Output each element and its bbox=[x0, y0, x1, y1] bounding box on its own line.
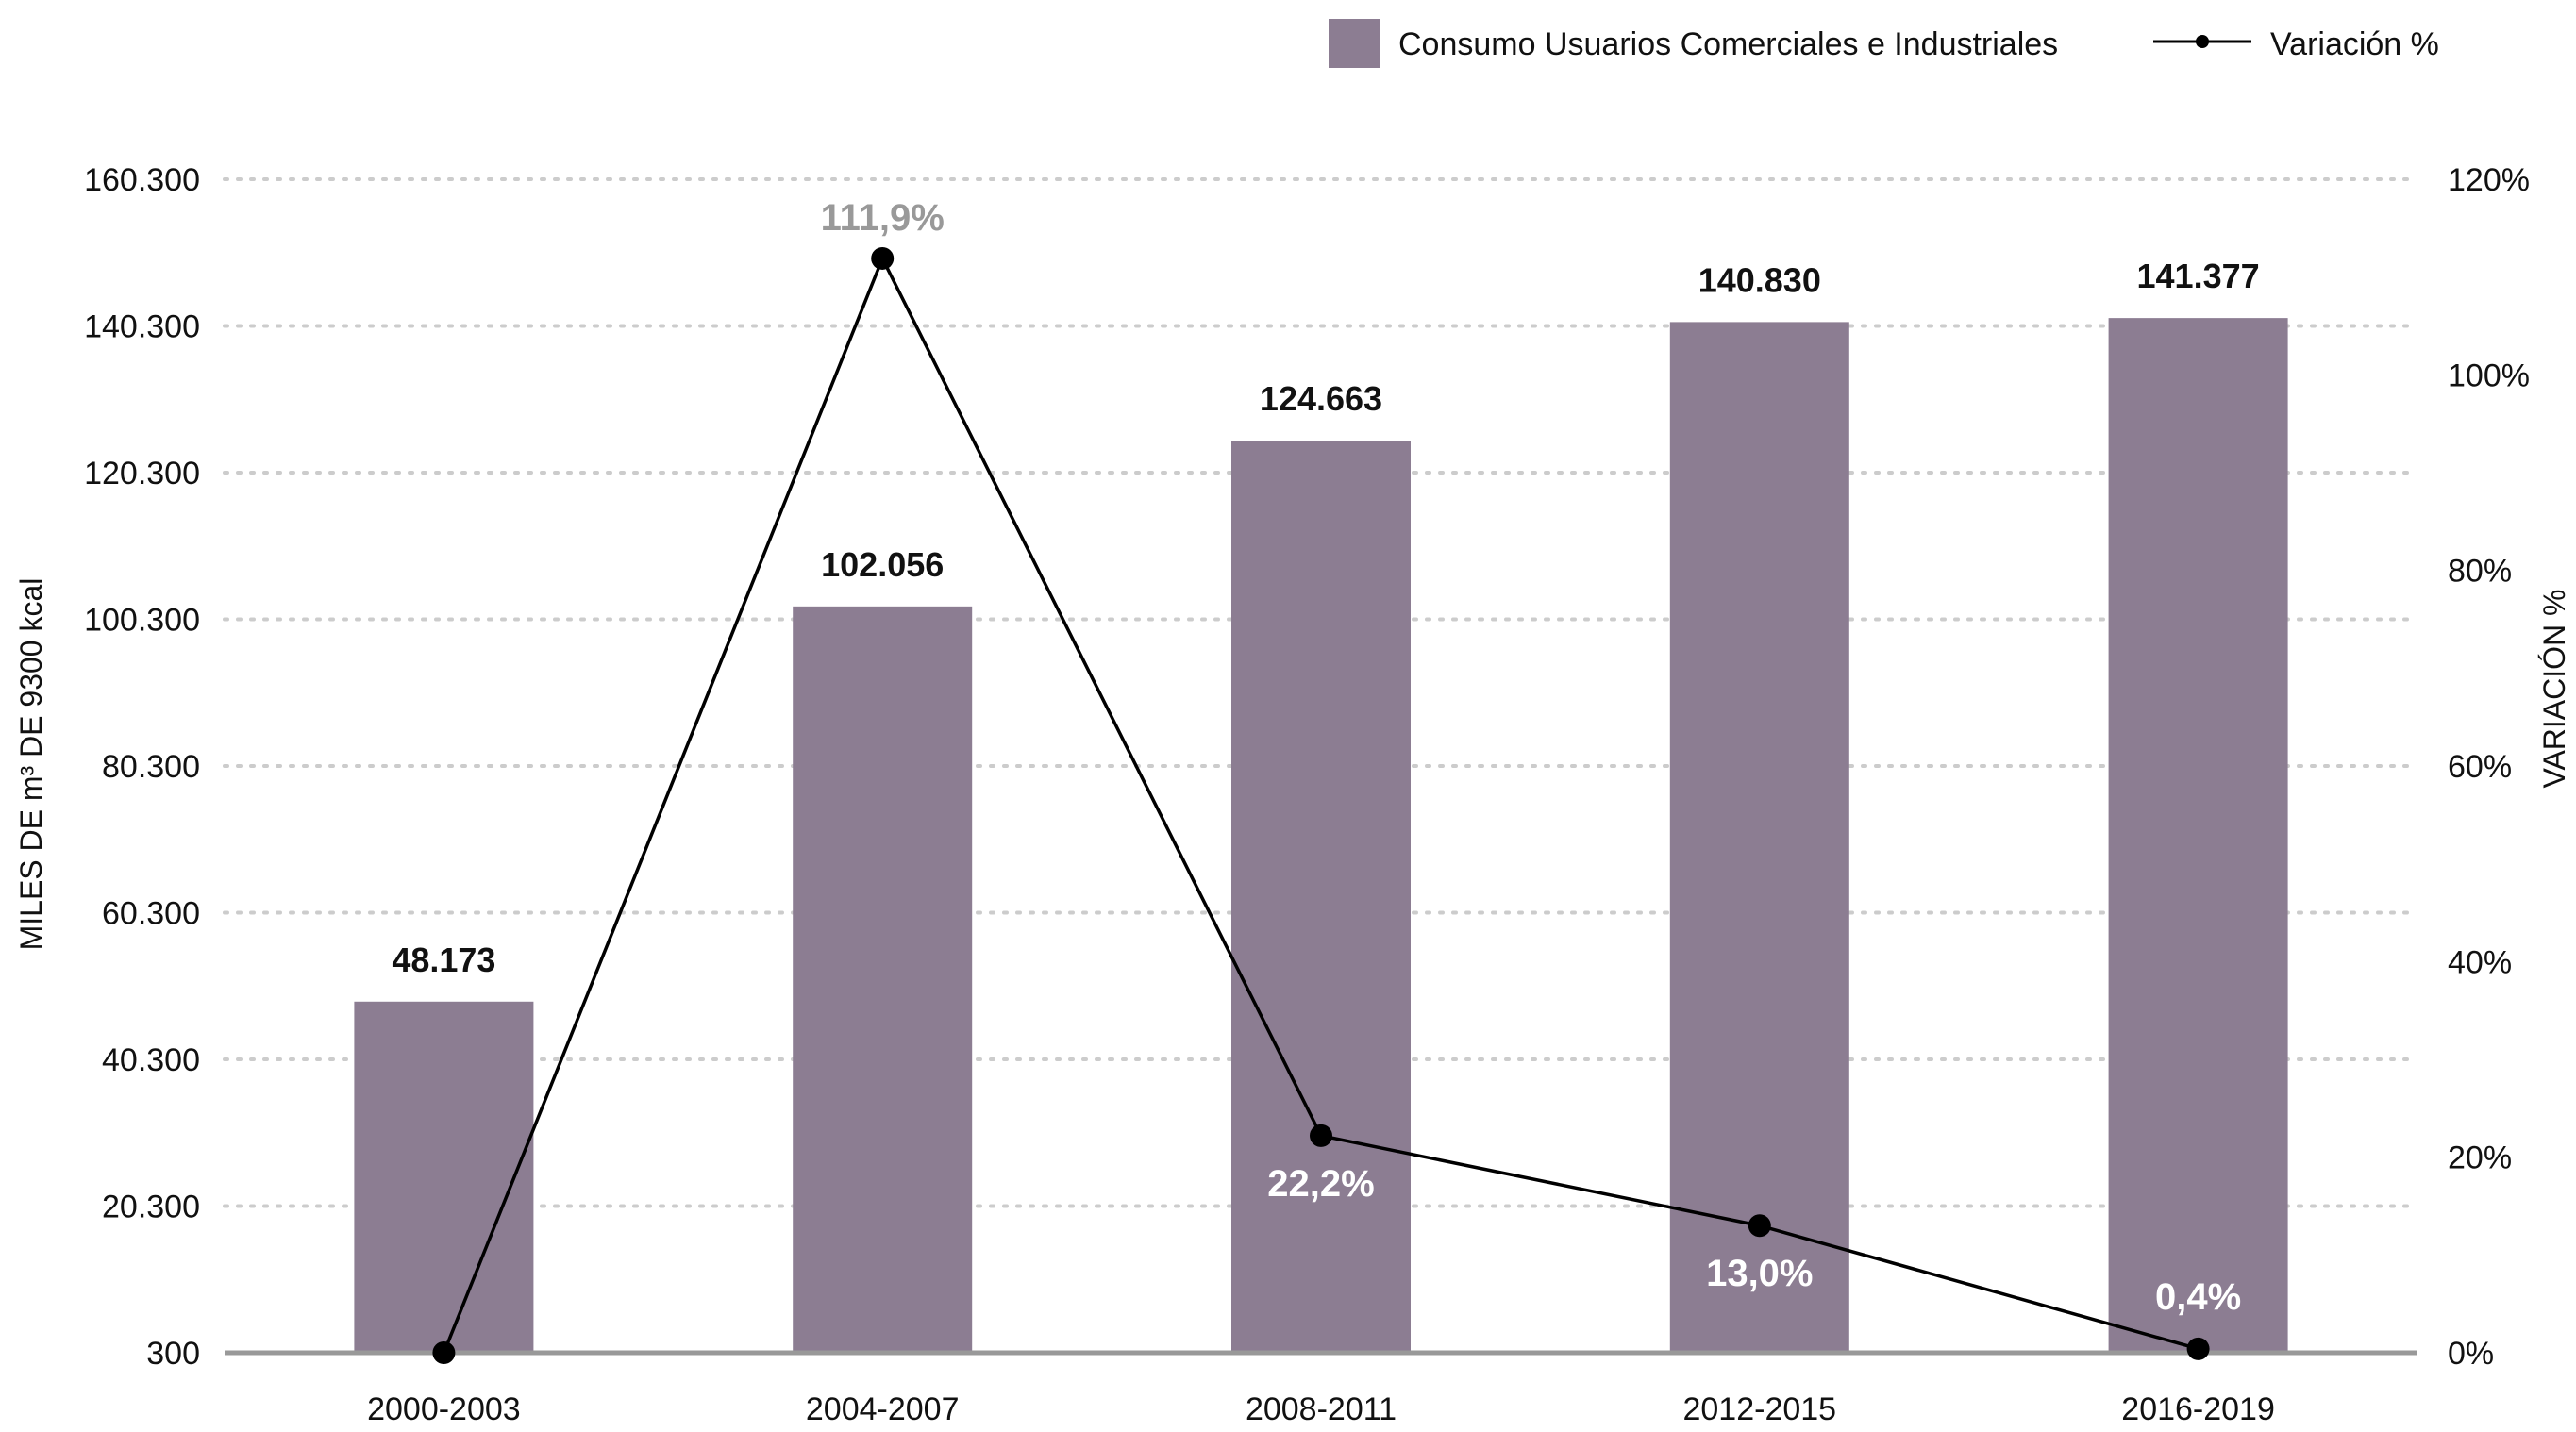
x-tick-label: 2000-2003 bbox=[367, 1391, 521, 1427]
bar bbox=[793, 606, 973, 1353]
y-right-tick-label: 80% bbox=[2448, 554, 2512, 590]
y-right-tick-label: 40% bbox=[2448, 944, 2512, 980]
bar bbox=[354, 1001, 534, 1353]
y-right-tick-label: 0% bbox=[2448, 1336, 2494, 1372]
variation-value-label: 0,4% bbox=[2155, 1276, 2241, 1318]
legend-bar-label: Consumo Usuarios Comerciales e Industria… bbox=[1398, 26, 2058, 62]
x-tick-label: 2008-2011 bbox=[1246, 1391, 1397, 1427]
bar-value-label: 141.377 bbox=[2137, 257, 2260, 295]
legend-line-label: Variación % bbox=[2270, 26, 2439, 62]
legend: Consumo Usuarios Comerciales e Industria… bbox=[1329, 19, 2439, 68]
variation-point bbox=[2186, 1337, 2210, 1360]
line-layer bbox=[432, 246, 2210, 1364]
y-right-axis-title: VARIACIÓN % bbox=[2537, 590, 2571, 789]
y-left-tick-label: 160.300 bbox=[84, 162, 200, 198]
y-left-tick-label: 300 bbox=[146, 1336, 200, 1372]
bar-value-label: 124.663 bbox=[1260, 379, 1382, 418]
variation-point bbox=[432, 1341, 456, 1364]
variation-point bbox=[1310, 1124, 1332, 1147]
variation-value-label: 13,0% bbox=[1706, 1253, 1813, 1294]
bar bbox=[1231, 441, 1411, 1354]
bar-value-label: 102.056 bbox=[821, 545, 944, 584]
x-tick-label: 2016-2019 bbox=[2121, 1391, 2275, 1427]
bar bbox=[1669, 322, 1849, 1353]
variation-point bbox=[871, 246, 895, 270]
bar bbox=[2108, 318, 2288, 1353]
variation-value-label: 111,9% bbox=[821, 197, 945, 239]
y-left-tick-label: 120.300 bbox=[84, 456, 200, 491]
y-left-tick-label: 60.300 bbox=[102, 896, 200, 932]
y-left-axis-title: MILES DE m³ DE 9300 kcal bbox=[14, 578, 48, 951]
bar-layer bbox=[354, 318, 2288, 1354]
y-left-tick-label: 100.300 bbox=[84, 603, 200, 639]
y-right-tick-label: 20% bbox=[2448, 1141, 2512, 1176]
y-right-tick-label: 120% bbox=[2448, 162, 2530, 198]
bar-value-label: 140.830 bbox=[1698, 260, 1821, 299]
label-layer: 48.173 102.056 124.663 140.830 141.377 111,9%… bbox=[392, 197, 2259, 1318]
variation-value-label: 22,2% bbox=[1267, 1163, 1374, 1205]
y-left-tick-label: 140.300 bbox=[84, 309, 200, 345]
y-left-tick-label: 40.300 bbox=[102, 1042, 200, 1078]
legend-bar-swatch bbox=[1329, 19, 1380, 68]
bar-value-label: 48.173 bbox=[392, 941, 495, 979]
y-right-tick-label: 100% bbox=[2448, 358, 2530, 393]
legend-line-marker bbox=[2196, 35, 2209, 48]
axis-layer: 300 20.300 40.300 60.300 80.300 100.300 120.30… bbox=[84, 162, 2530, 1427]
y-right-tick-label: 60% bbox=[2448, 749, 2512, 785]
x-tick-label: 2004-2007 bbox=[806, 1391, 960, 1427]
x-tick-label: 2012-2015 bbox=[1682, 1391, 1836, 1427]
y-left-tick-label: 80.300 bbox=[102, 749, 200, 785]
y-left-tick-label: 20.300 bbox=[102, 1190, 200, 1225]
variation-point bbox=[1748, 1214, 1771, 1238]
